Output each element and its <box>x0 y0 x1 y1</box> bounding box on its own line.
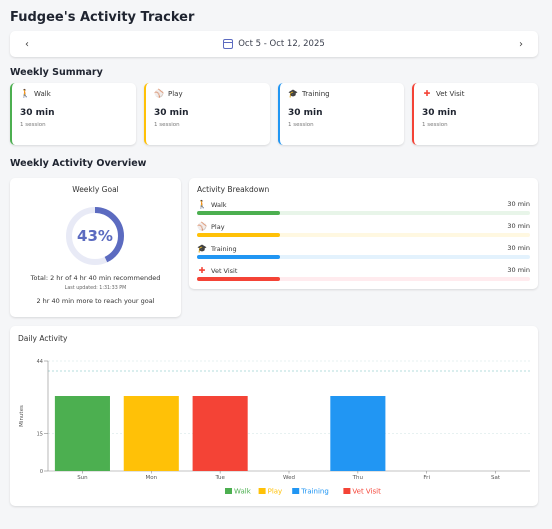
breakdown-track <box>197 255 530 259</box>
breakdown-fill <box>197 211 281 215</box>
bar-tue <box>192 396 248 471</box>
breakdown-track <box>197 277 530 281</box>
summary-card-sessions: 1 session <box>20 122 46 128</box>
medical-cross-icon: ✚ <box>198 266 206 275</box>
graduation-cap-icon: 🎓 <box>197 244 207 253</box>
summary-card-label: Vet Visit <box>436 90 465 98</box>
summary-card-play[interactable]: ⚾ Play 30 min 1 session <box>144 83 270 145</box>
legend-label-play: Play <box>268 488 283 496</box>
breakdown-track <box>197 211 530 215</box>
summary-card-value: 30 min <box>20 108 55 118</box>
daily-activity-chart: Minutes 0 15 44 Sun Mon Tue Wed Thu Fri Sat Walk Pla… <box>19 359 530 496</box>
date-range[interactable]: Oct 5 - Oct 12, 2025 <box>223 39 325 49</box>
summary-card-value: 30 min <box>154 108 189 118</box>
breakdown-value: 30 min <box>507 266 530 274</box>
bar-mon <box>123 396 179 471</box>
goal-percent: 43% <box>77 227 113 245</box>
weekly-goal-card: Weekly Goal 43% Total: 2 hr of 4 hr 40 m… <box>10 178 181 317</box>
legend-label-training: Training <box>300 488 329 496</box>
breakdown-value: 30 min <box>507 200 530 208</box>
activity-breakdown-title: Activity Breakdown <box>197 185 270 194</box>
legend-swatch-play <box>258 488 266 494</box>
breakdown-fill <box>197 233 281 237</box>
legend-label-walk: Walk <box>234 488 252 496</box>
breakdown-label: Vet Visit <box>211 267 238 275</box>
goal-remaining-text: 2 hr 40 min more to reach your goal <box>36 297 155 305</box>
summary-card-walk[interactable]: 🚶 Walk 30 min 1 session <box>10 83 136 145</box>
weekly-summary-title: Weekly Summary <box>10 67 103 78</box>
summary-card-sessions: 1 session <box>422 122 448 128</box>
weekly-goal-title: Weekly Goal <box>72 185 119 194</box>
summary-card-training[interactable]: 🎓 Training 30 min 1 session <box>278 83 404 145</box>
y-tick-label: 44 <box>37 359 43 365</box>
legend-swatch-training <box>292 488 300 494</box>
x-tick-label: Mon <box>145 475 157 481</box>
breakdown-label: Training <box>211 245 237 253</box>
walk-icon: 🚶 <box>20 89 30 98</box>
activity-breakdown-card: Activity Breakdown 🚶 Walk 30 min ⚾ Play … <box>189 178 538 289</box>
medical-cross-icon: ✚ <box>423 89 431 98</box>
breakdown-value: 30 min <box>507 244 530 252</box>
summary-card-label: Play <box>168 90 183 98</box>
x-tick-label: Thu <box>352 475 363 481</box>
daily-activity-card: Daily Activity Minutes 0 15 44 Sun Mon Tue Wed T… <box>10 326 538 506</box>
last-updated-text: Last updated: 1:31:33 PM <box>64 286 127 291</box>
y-axis-label: Minutes <box>19 405 25 427</box>
summary-card-sessions: 1 session <box>288 122 314 128</box>
x-tick-label: Tue <box>214 475 225 481</box>
legend-swatch-walk <box>225 488 232 494</box>
legend-swatch-vet-visit <box>343 488 351 494</box>
breakdown-row-training: 🎓 Training 30 min <box>197 242 530 264</box>
summary-card-value: 30 min <box>288 108 323 118</box>
x-tick-label: Fri <box>423 475 430 481</box>
goal-ring-fill <box>66 207 124 265</box>
date-navigator: ‹ Oct 5 - Oct 12, 2025 › <box>10 31 538 57</box>
breakdown-value: 30 min <box>507 222 530 230</box>
breakdown-row-play: ⚾ Play 30 min <box>197 220 530 242</box>
x-tick-label: Sat <box>491 475 501 481</box>
summary-card-vet-visit[interactable]: ✚ Vet Visit 30 min 1 session <box>412 83 538 145</box>
weekly-overview-title: Weekly Activity Overview <box>10 158 147 169</box>
goal-total-text: Total: 2 hr of 4 hr 40 min recommended <box>30 274 161 282</box>
ball-icon: ⚾ <box>197 222 207 231</box>
daily-activity-title: Daily Activity <box>18 334 68 343</box>
breakdown-label: Walk <box>211 201 227 209</box>
bar-thu <box>330 396 386 471</box>
summary-card-label: Training <box>302 90 330 98</box>
breakdown-fill <box>197 255 281 259</box>
graduation-cap-icon: 🎓 <box>288 89 298 98</box>
bar-sun <box>54 396 110 471</box>
page-title: Fudgee's Activity Tracker <box>10 10 195 25</box>
x-tick-label: Wed <box>283 475 295 481</box>
summary-card-value: 30 min <box>422 108 457 118</box>
summary-card-sessions: 1 session <box>154 122 180 128</box>
goal-progress-ring <box>66 207 124 265</box>
summary-card-label: Walk <box>34 90 51 98</box>
y-tick-label: 0 <box>40 469 43 475</box>
calendar-icon <box>223 39 234 49</box>
next-week-button[interactable]: › <box>519 38 523 50</box>
y-tick-label: 15 <box>37 432 43 438</box>
prev-week-button[interactable]: ‹ <box>25 38 29 50</box>
breakdown-row-walk: 🚶 Walk 30 min <box>197 198 530 220</box>
walk-icon: 🚶 <box>197 200 207 209</box>
ball-icon: ⚾ <box>154 89 164 98</box>
breakdown-row-vet-visit: ✚ Vet Visit 30 min <box>197 264 530 286</box>
breakdown-track <box>197 233 530 237</box>
weekly-summary-cards: 🚶 Walk 30 min 1 session ⚾ Play 30 min 1 … <box>10 83 538 145</box>
date-range-label: Oct 5 - Oct 12, 2025 <box>238 39 325 49</box>
legend-label-vet-visit: Vet Visit <box>352 488 381 496</box>
breakdown-label: Play <box>211 223 225 231</box>
x-tick-label: Sun <box>77 475 88 481</box>
breakdown-fill <box>197 277 281 281</box>
